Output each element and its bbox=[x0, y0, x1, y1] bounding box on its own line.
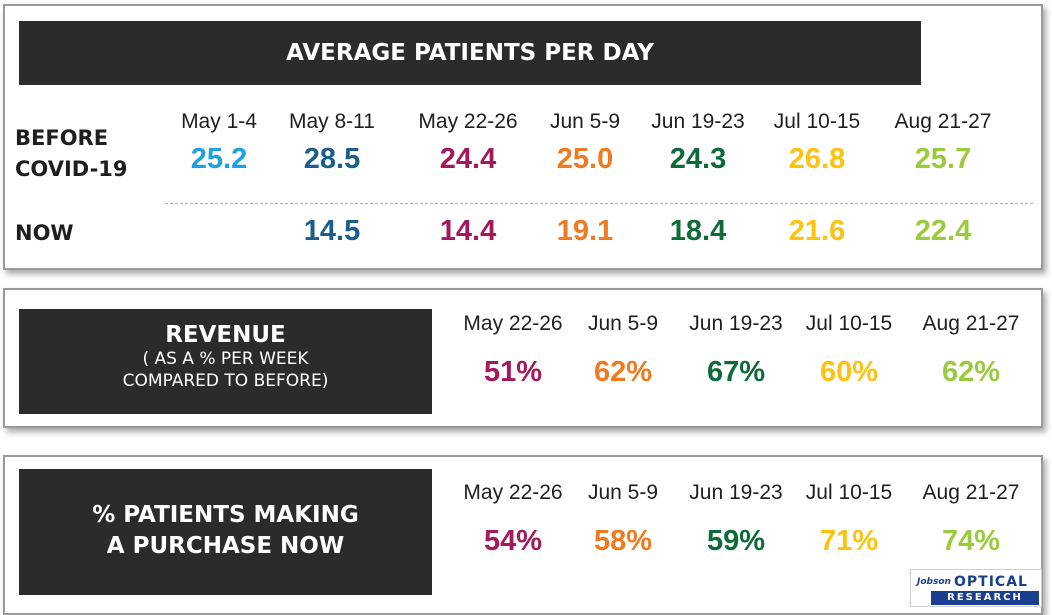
patients-date-0: May 1-4 bbox=[181, 110, 257, 133]
now-label: NOW bbox=[15, 221, 74, 245]
purchase-panel: % PATIENTS MAKING A PURCHASE NOW May 22-… bbox=[3, 455, 1043, 615]
optical-research-logo: Jobson OPTICAL RESEARCH bbox=[910, 569, 1042, 607]
revenue-value-0: 51% bbox=[483, 356, 543, 388]
revenue-value-3: 60% bbox=[819, 356, 879, 388]
revenue-date-3: Jul 10-15 bbox=[805, 312, 893, 335]
purchase-value-1: 58% bbox=[593, 525, 653, 557]
patients-now-6: 22.4 bbox=[914, 215, 972, 247]
row-divider bbox=[165, 203, 1033, 204]
revenue-date-0: May 22-26 bbox=[463, 312, 563, 335]
logo-brand: Jobson bbox=[917, 577, 951, 587]
revenue-value-2: 67% bbox=[706, 356, 766, 388]
patients-now-3: 19.1 bbox=[556, 215, 614, 247]
patients-before-5: 26.8 bbox=[788, 143, 846, 175]
purchase-value-2: 59% bbox=[706, 525, 766, 557]
purchase-title-1: % PATIENTS MAKING bbox=[92, 502, 359, 528]
patients-date-6: Aug 21-27 bbox=[894, 110, 992, 133]
patients-now-5: 21.6 bbox=[788, 215, 846, 247]
revenue-subtitle-2: COMPARED TO BEFORE) bbox=[122, 371, 329, 391]
revenue-title-box: REVENUE ( AS A % PER WEEK COMPARED TO BE… bbox=[19, 309, 432, 414]
patients-before-6: 25.7 bbox=[914, 143, 972, 175]
purchase-date-3: Jul 10-15 bbox=[805, 481, 893, 504]
logo-line2: RESEARCH bbox=[931, 591, 1039, 605]
revenue-date-1: Jun 5-9 bbox=[587, 312, 659, 335]
purchase-value-4: 74% bbox=[941, 525, 1001, 557]
before-label-line1: BEFORE bbox=[15, 126, 109, 150]
patients-before-4: 24.3 bbox=[669, 143, 727, 175]
patients-before-2: 24.4 bbox=[439, 143, 497, 175]
patients-before-3: 25.0 bbox=[556, 143, 614, 175]
revenue-date-4: Aug 21-27 bbox=[922, 312, 1020, 335]
revenue-value-4: 62% bbox=[941, 356, 1001, 388]
patients-before-1: 28.5 bbox=[303, 143, 361, 175]
purchase-date-0: May 22-26 bbox=[463, 481, 563, 504]
revenue-date-2: Jun 19-23 bbox=[689, 312, 783, 335]
purchase-date-2: Jun 19-23 bbox=[689, 481, 783, 504]
patients-date-2: May 22-26 bbox=[418, 110, 518, 133]
patients-date-4: Jun 19-23 bbox=[651, 110, 745, 133]
purchase-title-2: A PURCHASE NOW bbox=[106, 533, 345, 559]
purchase-value-3: 71% bbox=[819, 525, 879, 557]
revenue-panel: REVENUE ( AS A % PER WEEK COMPARED TO BE… bbox=[3, 288, 1043, 428]
revenue-subtitle-1: ( AS A % PER WEEK bbox=[142, 349, 309, 369]
patients-before-0: 25.2 bbox=[190, 143, 248, 175]
patients-now-1: 14.5 bbox=[303, 215, 361, 247]
purchase-date-1: Jun 5-9 bbox=[587, 481, 659, 504]
patients-title: AVERAGE PATIENTS PER DAY bbox=[19, 21, 921, 85]
purchase-title-box: % PATIENTS MAKING A PURCHASE NOW bbox=[19, 469, 432, 595]
purchase-value-0: 54% bbox=[483, 525, 543, 557]
patients-date-3: Jun 5-9 bbox=[549, 110, 621, 133]
logo-line1: OPTICAL bbox=[954, 574, 1028, 590]
revenue-title: REVENUE bbox=[165, 322, 286, 348]
before-label-line2: COVID-19 bbox=[15, 157, 128, 181]
patients-now-2: 14.4 bbox=[439, 215, 497, 247]
patients-date-5: Jul 10-15 bbox=[773, 110, 861, 133]
revenue-value-1: 62% bbox=[593, 356, 653, 388]
patients-now-4: 18.4 bbox=[669, 215, 727, 247]
before-label: BEFORE COVID-19 bbox=[15, 123, 128, 185]
purchase-date-4: Aug 21-27 bbox=[922, 481, 1020, 504]
patients-panel: AVERAGE PATIENTS PER DAY BEFORE COVID-19… bbox=[3, 4, 1043, 270]
patients-date-1: May 8-11 bbox=[289, 110, 375, 133]
